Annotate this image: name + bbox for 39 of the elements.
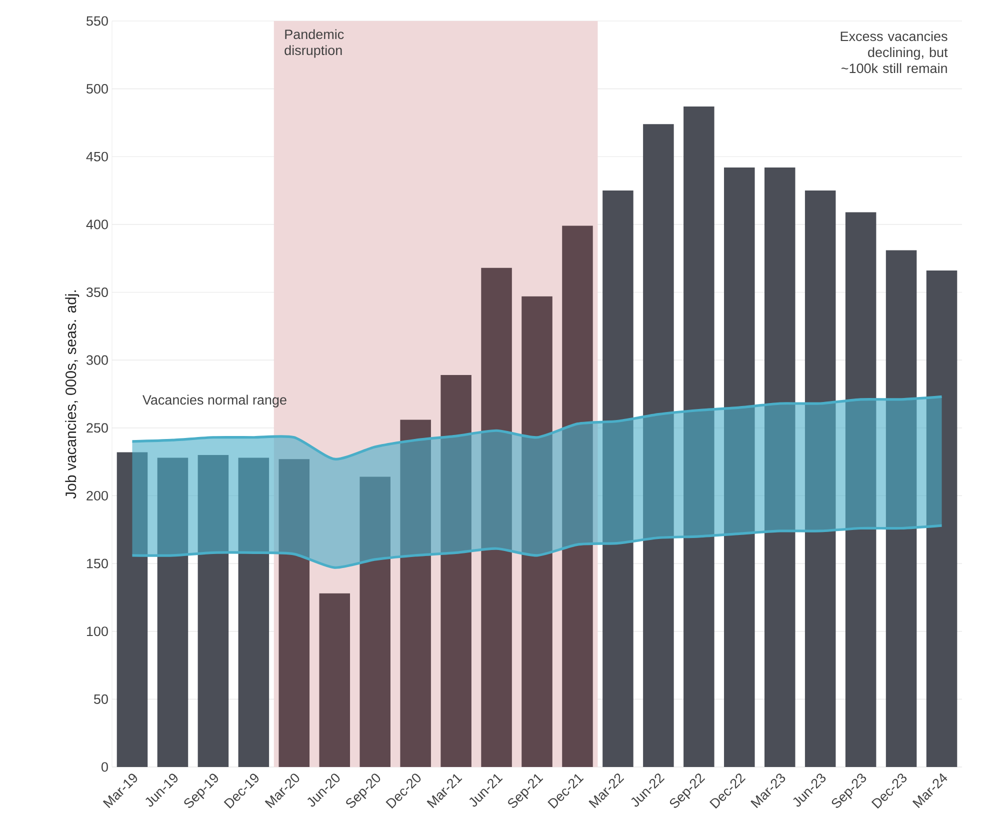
y-tick-label: 350 (86, 287, 108, 298)
y-axis-title: Job vacancies, 000s, seas. adj. (65, 290, 80, 499)
bar (886, 250, 917, 767)
y-tick-label: 0 (102, 762, 108, 772)
bar (157, 458, 188, 767)
line-series (130, 395, 944, 460)
y-tick-label: 200 (86, 490, 108, 500)
y-tick-label: 100 (86, 626, 108, 636)
bar (643, 124, 674, 767)
bar (278, 459, 310, 767)
y-tick-label: 550 (86, 16, 108, 26)
bar (360, 476, 390, 767)
y-tick-label: 400 (86, 220, 108, 230)
bar (116, 452, 148, 767)
band-label: Pandemic disruption (284, 29, 344, 58)
bar (724, 167, 755, 767)
y-tick-label: 50 (94, 694, 108, 704)
bar (319, 593, 350, 767)
bar (522, 296, 552, 767)
annotation: Excess vacancies declining, but ~100k still remain (840, 31, 948, 74)
bar (602, 190, 634, 767)
bar (238, 458, 270, 767)
bar (562, 226, 593, 767)
y-tick-label: 250 (86, 423, 108, 433)
bar (804, 190, 836, 767)
y-tick-label: 150 (86, 558, 108, 568)
bar (440, 374, 472, 767)
bar (684, 106, 714, 767)
line-series (130, 524, 944, 569)
y-tick-label: 300 (86, 355, 108, 365)
bar (400, 420, 431, 767)
y-tick-label: 500 (86, 84, 108, 94)
bar (764, 167, 796, 767)
bar (198, 455, 229, 767)
annotation: Vacancies normal range (142, 394, 286, 408)
bar (481, 268, 512, 767)
y-tick-label: 450 (86, 152, 108, 162)
bar (845, 212, 876, 767)
bar (926, 270, 958, 767)
